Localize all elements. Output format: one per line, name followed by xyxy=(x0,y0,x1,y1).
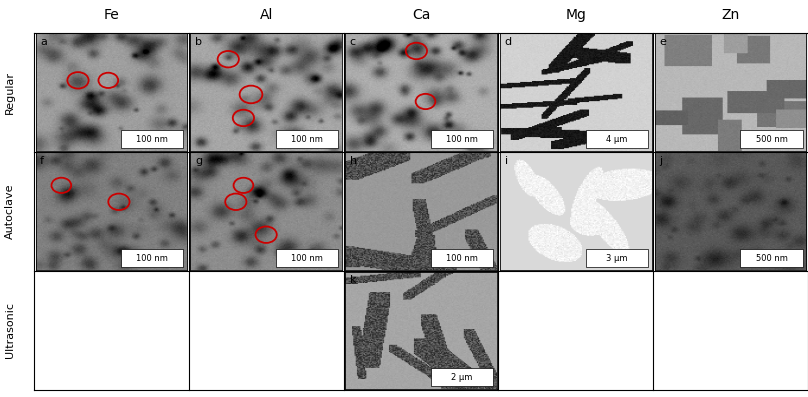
Text: a: a xyxy=(40,37,47,47)
Text: 100 nm: 100 nm xyxy=(137,135,168,144)
FancyBboxPatch shape xyxy=(276,249,339,267)
Text: 100 nm: 100 nm xyxy=(291,254,323,263)
FancyBboxPatch shape xyxy=(121,130,183,148)
FancyBboxPatch shape xyxy=(431,249,493,267)
FancyBboxPatch shape xyxy=(586,249,648,267)
Text: f: f xyxy=(40,156,44,166)
Text: Ca: Ca xyxy=(412,8,430,22)
Text: h: h xyxy=(350,156,357,166)
Text: Al: Al xyxy=(259,8,273,22)
FancyBboxPatch shape xyxy=(431,368,493,386)
FancyBboxPatch shape xyxy=(431,130,493,148)
Text: d: d xyxy=(504,37,511,47)
Text: Mg: Mg xyxy=(566,8,587,22)
Text: b: b xyxy=(195,37,202,47)
FancyBboxPatch shape xyxy=(121,249,183,267)
FancyBboxPatch shape xyxy=(586,130,648,148)
Text: 100 nm: 100 nm xyxy=(446,254,478,263)
Text: j: j xyxy=(659,156,663,166)
Text: Ultrasonic: Ultrasonic xyxy=(5,302,15,358)
Text: 100 nm: 100 nm xyxy=(291,135,323,144)
Text: 500 nm: 500 nm xyxy=(755,254,788,263)
Text: Zn: Zn xyxy=(722,8,739,22)
Text: Autoclave: Autoclave xyxy=(5,183,15,239)
Text: 2 μm: 2 μm xyxy=(451,373,473,382)
Text: g: g xyxy=(195,156,202,166)
FancyBboxPatch shape xyxy=(740,130,802,148)
FancyBboxPatch shape xyxy=(740,249,802,267)
Text: 100 nm: 100 nm xyxy=(137,254,168,263)
Text: 100 nm: 100 nm xyxy=(446,135,478,144)
Text: Fe: Fe xyxy=(103,8,120,22)
FancyBboxPatch shape xyxy=(276,130,339,148)
Text: 3 μm: 3 μm xyxy=(606,254,628,263)
Text: Regular: Regular xyxy=(5,71,15,114)
Text: e: e xyxy=(659,37,667,47)
Text: i: i xyxy=(504,156,507,166)
Text: 500 nm: 500 nm xyxy=(755,135,788,144)
Text: 4 μm: 4 μm xyxy=(606,135,627,144)
Text: c: c xyxy=(350,37,356,47)
Text: k: k xyxy=(350,275,356,285)
